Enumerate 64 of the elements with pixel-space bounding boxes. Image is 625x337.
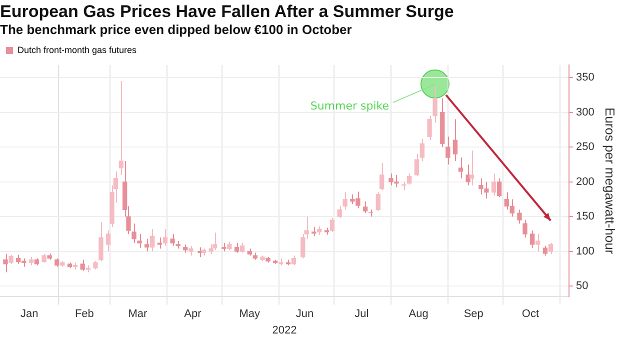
candlestick — [458, 157, 464, 179]
candlestick — [8, 254, 14, 264]
candlestick — [407, 173, 412, 186]
candlestick — [522, 220, 528, 238]
candlestick — [3, 254, 8, 273]
x-tick-label: Feb — [74, 308, 94, 320]
x-tick-label: Jun — [296, 308, 314, 320]
candlestick — [240, 242, 245, 254]
x-axis-title: 2022 — [272, 324, 297, 336]
candlestick — [342, 192, 348, 210]
candlestick — [300, 234, 306, 259]
annotation: Summer spike — [310, 99, 390, 112]
candlestick — [137, 234, 142, 248]
x-tick-label: Apr — [184, 308, 202, 320]
candlestick — [330, 218, 335, 232]
candlestick — [234, 242, 240, 254]
y-tick-label: 250 — [576, 141, 594, 154]
candlestick — [496, 178, 502, 198]
candlestick — [362, 200, 368, 214]
y-tick-label: 50 — [576, 280, 588, 292]
chart-title: European Gas Prices Have Fallen After a Summer Surge — [0, 2, 454, 21]
candlestick — [106, 230, 111, 252]
candlestick — [376, 192, 380, 212]
candlestick — [530, 230, 535, 248]
x-tick-label: Jan — [20, 308, 38, 320]
y-tick-label: 300 — [576, 106, 594, 118]
candlestick — [291, 255, 296, 266]
chart-subtitle: The benchmark price even dipped below €100 in October — [0, 22, 352, 37]
x-tick-label: May — [239, 308, 261, 320]
legend-label: Dutch front-month gas futures — [18, 44, 138, 55]
candlestick — [427, 115, 432, 141]
candlestick — [469, 150, 474, 186]
x-tick-label: Mar — [128, 308, 148, 320]
candlestick — [337, 206, 342, 219]
candlestick — [432, 84, 438, 124]
candlestick — [379, 162, 384, 191]
candlestick — [132, 223, 136, 244]
candlestick — [414, 154, 420, 177]
candlestick — [144, 238, 150, 252]
y-tick-label: 100 — [576, 245, 594, 258]
candlestick — [491, 173, 496, 196]
x-tick-label: Oct — [522, 308, 540, 320]
y-axis-title: Euros per megawatt-hour — [602, 107, 618, 255]
candlestick — [517, 209, 522, 224]
candlestick — [542, 245, 548, 256]
candlestick — [312, 226, 316, 237]
candlestick — [98, 222, 104, 262]
candlestick — [150, 228, 155, 252]
candlestick — [420, 138, 425, 162]
candlestick — [452, 118, 458, 162]
y-tick-label: 200 — [576, 176, 594, 188]
candlestick — [536, 234, 540, 252]
y-tick-label: 350 — [576, 72, 594, 84]
x-tick-label: Aug — [408, 308, 428, 320]
candlestick — [162, 228, 168, 246]
x-tick-label: Jul — [354, 308, 369, 320]
candlestick — [548, 242, 554, 255]
x-tick-label: Sep — [464, 308, 484, 320]
candlestick — [80, 259, 85, 272]
candlestick — [212, 232, 218, 250]
candlestick — [446, 136, 450, 165]
candlestick — [118, 80, 124, 176]
candlestick — [157, 236, 162, 250]
y-tick-label: 150 — [576, 210, 594, 223]
